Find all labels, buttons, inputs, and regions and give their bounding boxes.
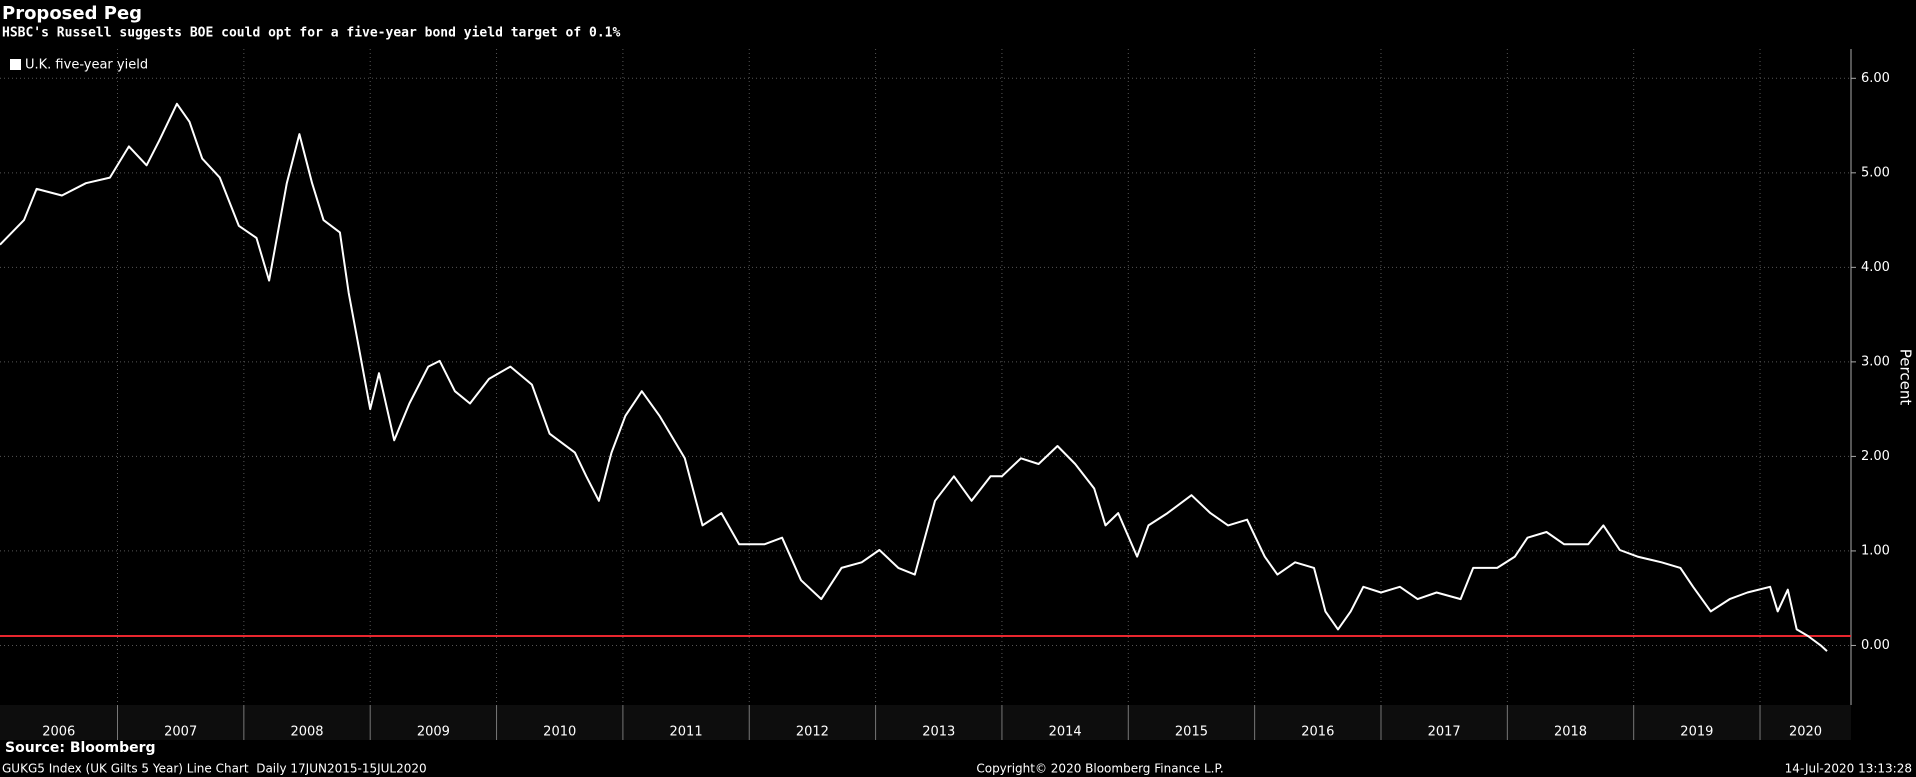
y-tick-label: 0.00	[1861, 638, 1890, 653]
y-tick-label: 6.00	[1861, 71, 1890, 86]
series-line	[0, 102, 1828, 652]
y-tick-label: 2.00	[1861, 449, 1890, 464]
x-tick-label: 2014	[1049, 725, 1082, 740]
x-axis-band	[0, 705, 1851, 740]
footer-right: 14-Jul-2020 13:13:28	[1785, 762, 1912, 776]
x-tick-label: 2012	[796, 725, 829, 740]
x-tick-label: 2007	[164, 725, 197, 740]
x-tick-label: 2010	[543, 725, 576, 740]
source: Source: Bloomberg	[5, 740, 156, 756]
y-tick-label: 1.00	[1861, 543, 1890, 558]
x-tick-label: 2016	[1301, 725, 1334, 740]
x-tick-label: 2015	[1175, 725, 1208, 740]
y-axis-label: Percent	[1897, 349, 1915, 406]
chart-subtitle: HSBC's Russell suggests BOE could opt fo…	[2, 26, 620, 41]
x-tick-label: 2017	[1428, 725, 1461, 740]
x-tick-label: 2018	[1554, 725, 1587, 740]
x-tick-label: 2013	[922, 725, 955, 740]
x-tick-label: 2019	[1680, 725, 1713, 740]
chart-title: Proposed Peg	[2, 3, 142, 24]
x-tick-label: 2011	[670, 725, 703, 740]
legend-swatch	[10, 59, 21, 70]
footer-center: Copyright© 2020 Bloomberg Finance L.P.	[976, 762, 1223, 776]
y-tick-label: 3.00	[1861, 354, 1890, 369]
legend-label: U.K. five-year yield	[25, 58, 148, 73]
y-tick-label: 4.00	[1861, 260, 1890, 275]
x-tick-label: 2006	[42, 725, 75, 740]
x-tick-label: 2009	[417, 725, 450, 740]
y-tick-label: 5.00	[1861, 165, 1890, 180]
x-tick-label: 2008	[290, 725, 323, 740]
footer-left: GUKG5 Index (UK Gilts 5 Year) Line Chart…	[2, 762, 427, 776]
x-tick-label: 2020	[1789, 725, 1822, 740]
